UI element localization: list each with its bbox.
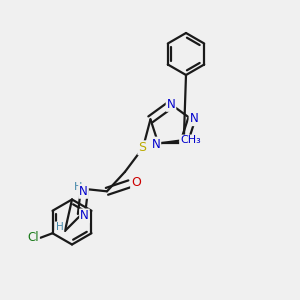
- Text: N: N: [80, 209, 89, 222]
- Text: H: H: [74, 182, 82, 191]
- Text: H: H: [56, 222, 63, 232]
- Text: N: N: [167, 98, 176, 111]
- Text: Cl: Cl: [27, 231, 39, 244]
- Text: N: N: [79, 185, 88, 198]
- Text: CH₃: CH₃: [180, 136, 201, 146]
- Text: N: N: [190, 112, 198, 125]
- Text: N: N: [152, 138, 160, 151]
- Text: O: O: [131, 176, 141, 189]
- Text: S: S: [138, 141, 146, 154]
